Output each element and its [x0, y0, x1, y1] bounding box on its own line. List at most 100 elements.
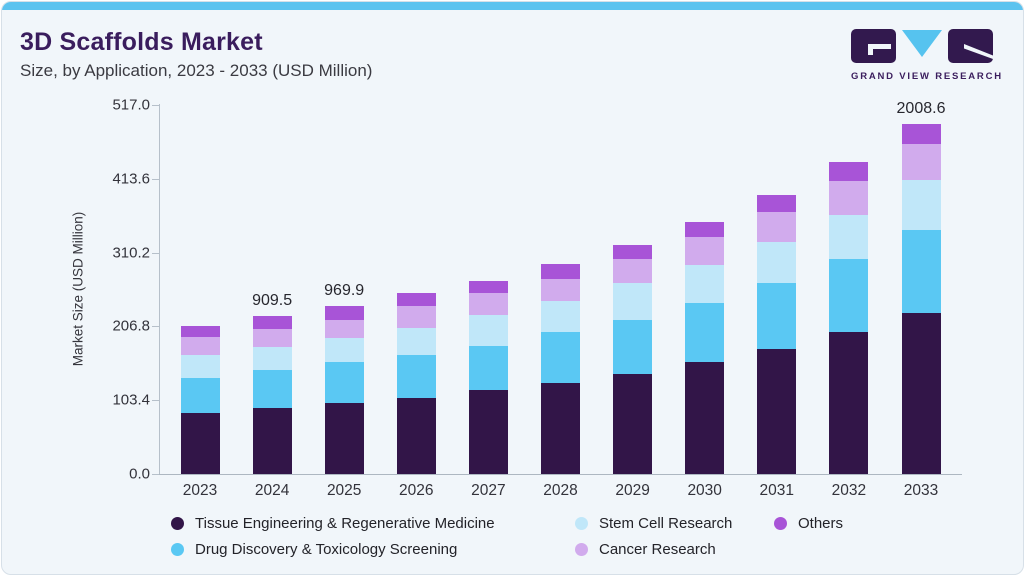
bar-segment[interactable]: [324, 402, 364, 474]
bar-segment[interactable]: [541, 331, 580, 384]
legend-label: Stem Cell Research: [599, 515, 733, 532]
bar-segment[interactable]: [901, 180, 941, 231]
bar-segment[interactable]: [613, 374, 653, 474]
legend-label: Others: [798, 515, 844, 532]
bar-segment[interactable]: [468, 390, 508, 474]
bar-2025: [324, 306, 364, 474]
bar-segment[interactable]: [468, 315, 508, 346]
bar-segment[interactable]: [180, 354, 220, 378]
bar-segment[interactable]: [757, 348, 797, 474]
bar-segment[interactable]: [180, 412, 220, 474]
bar-2031: [757, 195, 797, 474]
bar-2023: [180, 326, 220, 474]
bar-segment[interactable]: [685, 264, 725, 303]
bar-segment[interactable]: [613, 259, 653, 284]
bar-segment[interactable]: [757, 195, 797, 213]
legend-swatch-icon: [575, 517, 588, 530]
bar-segment[interactable]: [396, 293, 436, 306]
bar-segment[interactable]: [252, 346, 292, 371]
legend-item[interactable]: Others: [774, 515, 843, 532]
brand-name: GRAND VIEW RESEARCH: [851, 71, 1003, 82]
x-tick-label: 2031: [759, 482, 795, 499]
top-accent-bar: [2, 2, 1023, 10]
legend-item[interactable]: Stem Cell Research: [575, 515, 732, 532]
bar-segment[interactable]: [757, 212, 797, 243]
bar-segment[interactable]: [685, 237, 725, 265]
bar-segment[interactable]: [468, 280, 508, 294]
bar-2027: [468, 280, 508, 474]
bar-total-label: 969.9: [324, 282, 365, 300]
bar-segment[interactable]: [252, 370, 292, 408]
bar-segment[interactable]: [396, 397, 436, 474]
legend-label: Cancer Research: [599, 541, 716, 558]
bar-segment[interactable]: [901, 124, 941, 144]
page-title: 3D Scaffolds Market: [20, 28, 263, 56]
bar-segment[interactable]: [541, 383, 580, 474]
bar-total-label: 909.5: [252, 291, 293, 309]
y-tick-label: 0.0: [129, 465, 150, 483]
y-tick-mark: [152, 178, 159, 180]
bar-segment[interactable]: [613, 283, 653, 321]
bar-segment[interactable]: [324, 319, 364, 338]
legend-item[interactable]: Cancer Research: [575, 541, 716, 558]
bar-segment[interactable]: [396, 327, 436, 356]
page-subtitle: Size, by Application, 2023 - 2033 (USD M…: [20, 61, 373, 80]
bar-segment[interactable]: [901, 312, 941, 474]
y-tick-mark: [152, 105, 159, 106]
bar-segment[interactable]: [541, 279, 580, 302]
bar-segment[interactable]: [252, 315, 292, 329]
bar-segment[interactable]: [901, 143, 941, 181]
bar-segment[interactable]: [252, 328, 292, 347]
x-tick-label: 2026: [399, 482, 434, 499]
bar-segment[interactable]: [829, 162, 869, 182]
brand-logo: GRAND VIEW RESEARCH: [851, 29, 1003, 82]
bar-segment[interactable]: [613, 244, 653, 260]
bar-segment[interactable]: [757, 242, 797, 284]
x-tick-label: 2028: [543, 482, 578, 499]
bar-segment[interactable]: [396, 305, 436, 328]
bar-segment[interactable]: [685, 302, 725, 362]
x-tick-label: 2025: [326, 482, 362, 499]
bar-segment[interactable]: [468, 293, 508, 316]
bar-segment[interactable]: [252, 407, 292, 474]
bar-segment[interactable]: [613, 320, 653, 375]
y-tick-label: 310.2: [112, 244, 150, 262]
bar-segment[interactable]: [468, 345, 508, 391]
legend-swatch-icon: [171, 543, 184, 556]
bar-segment[interactable]: [180, 326, 220, 338]
x-tick-label: 2027: [471, 482, 506, 499]
bar-segment[interactable]: [829, 258, 869, 332]
x-tick-label: 2033: [903, 482, 939, 499]
bar-segment[interactable]: [829, 331, 869, 474]
bar-segment[interactable]: [685, 361, 725, 474]
bar-2033: [901, 124, 941, 474]
y-tick-label: 413.6: [112, 170, 150, 188]
bar-segment[interactable]: [324, 361, 364, 403]
x-tick-label: 2024: [254, 482, 290, 499]
y-tick-mark: [152, 252, 159, 254]
bar-segment[interactable]: [829, 181, 869, 216]
bar-segment[interactable]: [685, 222, 725, 238]
bar-segment[interactable]: [324, 337, 364, 362]
legend-item[interactable]: Tissue Engineering & Regenerative Medici…: [171, 515, 495, 532]
y-tick-label: 206.8: [112, 317, 150, 335]
y-tick-mark: [152, 474, 159, 475]
legend-item[interactable]: Drug Discovery & Toxicology Screening: [171, 541, 457, 558]
bar-segment[interactable]: [180, 378, 220, 413]
grand-view-research-logo-icon: [851, 29, 993, 63]
bar-segment[interactable]: [541, 263, 580, 280]
bar-segment[interactable]: [829, 215, 869, 259]
bar-2028: [541, 263, 580, 474]
y-axis-title: Market Size (USD Million): [70, 211, 86, 367]
bar-segment[interactable]: [901, 230, 941, 313]
bar-segment[interactable]: [180, 337, 220, 355]
bar-segment[interactable]: [757, 283, 797, 349]
bar-segment[interactable]: [541, 301, 580, 332]
bar-2032: [829, 162, 869, 474]
y-tick-mark: [152, 400, 159, 402]
bar-segment[interactable]: [324, 306, 364, 320]
bar-segment[interactable]: [396, 355, 436, 398]
